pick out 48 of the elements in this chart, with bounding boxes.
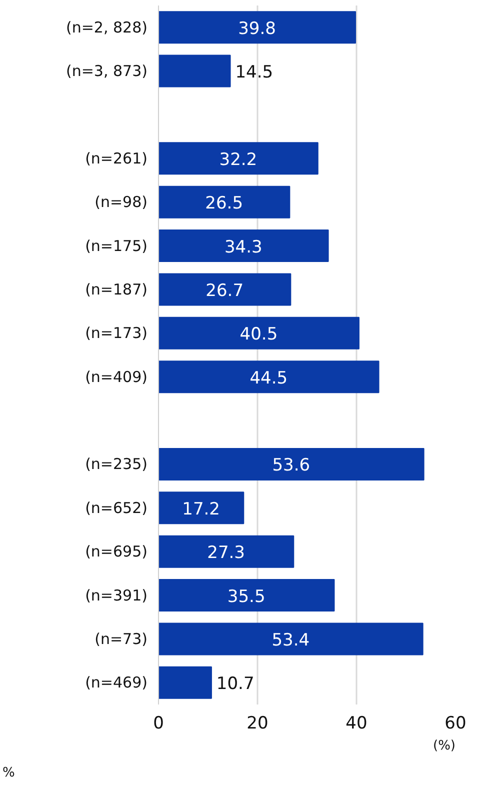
y-tick-label: (n=3, 873) (66, 62, 148, 80)
x-tick-label: 0 (153, 714, 164, 734)
data-label: 32.2 (219, 150, 258, 170)
data-label: 53.4 (272, 630, 310, 650)
data-label: 17.2 (182, 499, 220, 520)
y-tick-label: (n=391) (85, 586, 148, 604)
bar (158, 273, 292, 306)
data-label: 26.5 (205, 194, 244, 214)
x-tick-label: 40 (346, 714, 368, 734)
x-tick-label: 60 (444, 714, 466, 734)
data-label: 26.7 (206, 280, 244, 301)
y-tick-label: (n=469) (85, 674, 148, 692)
y-tick-label: (n=409) (85, 368, 148, 386)
bar (158, 666, 212, 699)
y-tick-label: (n=261) (85, 149, 148, 168)
bar (158, 186, 290, 218)
bar (158, 360, 380, 394)
y-tick-label: (n=695) (85, 542, 148, 561)
bar (158, 54, 231, 88)
bar (158, 316, 360, 350)
data-label: 53.6 (272, 456, 310, 476)
data-label: 39.8 (238, 18, 276, 39)
data-label: 14.5 (235, 62, 274, 83)
bar (158, 11, 356, 44)
y-tick-label: (n=235) (85, 455, 148, 474)
bar (158, 230, 329, 262)
x-tick-label: 20 (246, 714, 268, 734)
bar (158, 448, 424, 480)
data-label: 10.7 (216, 674, 254, 694)
data-label: 44.5 (250, 368, 288, 388)
data-label: 34.3 (224, 237, 262, 258)
bar (158, 142, 318, 175)
y-tick-label: (n=175) (85, 236, 148, 255)
bar (158, 622, 424, 656)
x-axis-title: (%) (433, 738, 456, 754)
y-tick-label: (n=98) (94, 193, 148, 212)
y-tick-label: (n=73) (94, 630, 148, 648)
data-label: 40.5 (240, 324, 278, 345)
y-tick-label: (n=652) (85, 498, 148, 517)
bar (158, 579, 335, 612)
bar (158, 535, 294, 568)
text: % (2, 766, 15, 780)
data-label: 27.3 (207, 543, 245, 564)
y-tick-label: (n=173) (85, 324, 148, 342)
bar (158, 492, 244, 524)
y-tick-label: (n=187) (85, 280, 148, 298)
data-label: 35.5 (227, 586, 266, 607)
y-tick-label: (n=2, 828) (66, 18, 148, 36)
